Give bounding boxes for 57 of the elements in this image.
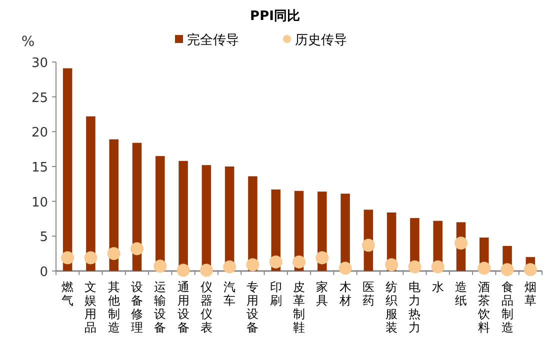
x-tick-label: 燃气: [62, 280, 74, 308]
point: [269, 255, 282, 268]
point: [316, 251, 329, 264]
y-tick-label: 0: [40, 265, 48, 280]
y-tick-label: 5: [40, 230, 48, 246]
chart-title: PPI同比: [250, 9, 300, 24]
point: [338, 262, 352, 275]
x-tick-label: 专用设备: [246, 280, 259, 334]
point: [200, 264, 213, 277]
x-tick-label: 其他制造: [108, 280, 120, 334]
x-tick-label: 医药: [362, 280, 374, 308]
bar: [109, 139, 118, 271]
point: [84, 251, 98, 264]
point: [130, 242, 144, 256]
point: [500, 263, 514, 276]
x-tick-label: 酒茶饮料: [477, 280, 490, 334]
point: [408, 260, 422, 274]
point: [454, 236, 468, 250]
x-tick-label: 仪器仪表: [200, 280, 212, 334]
point: [385, 258, 398, 272]
y-tick-label: 20: [31, 126, 48, 141]
x-tick-label: 通用设备: [177, 280, 190, 334]
point: [362, 238, 375, 252]
x-tick-label: 食品制造: [501, 280, 514, 334]
y-tick-label: 30: [31, 56, 48, 71]
y-tick-label: 10: [31, 195, 48, 210]
x-tick-label: 水: [432, 280, 444, 294]
x-tick-label: 皮革制鞋: [293, 280, 305, 334]
x-tick-label: 纺织服装: [386, 280, 398, 334]
point: [246, 258, 260, 272]
point: [61, 251, 74, 264]
y-tick-label: 15: [31, 160, 48, 176]
point: [154, 260, 167, 273]
point: [176, 264, 190, 277]
x-tick-label: 文娱用品: [84, 280, 97, 334]
y-tick-label: 25: [31, 90, 48, 106]
point: [292, 255, 306, 268]
x-tick-label: 烟草: [524, 280, 536, 308]
point: [478, 262, 491, 275]
x-tick-label: 设备修理: [131, 280, 143, 334]
x-tick-label: 造纸: [455, 280, 467, 308]
point: [107, 247, 120, 260]
x-tick-label: 印刷: [270, 280, 282, 308]
x-tick-label: 家具: [316, 280, 328, 308]
legend-label: 完全传导: [187, 32, 239, 48]
point: [431, 260, 444, 274]
x-tick-label: 运输设备: [154, 280, 166, 334]
x-tick-label: 电力热力: [408, 280, 421, 334]
legend-label: 历史传导: [295, 33, 347, 48]
point: [524, 263, 537, 276]
bar: [86, 116, 96, 271]
bar: [156, 156, 165, 271]
point: [223, 260, 236, 274]
x-tick-label: 汽车: [224, 280, 236, 308]
x-tick-label: 木材: [338, 280, 352, 308]
y-axis-title: %: [21, 34, 35, 50]
bar: [62, 68, 72, 271]
